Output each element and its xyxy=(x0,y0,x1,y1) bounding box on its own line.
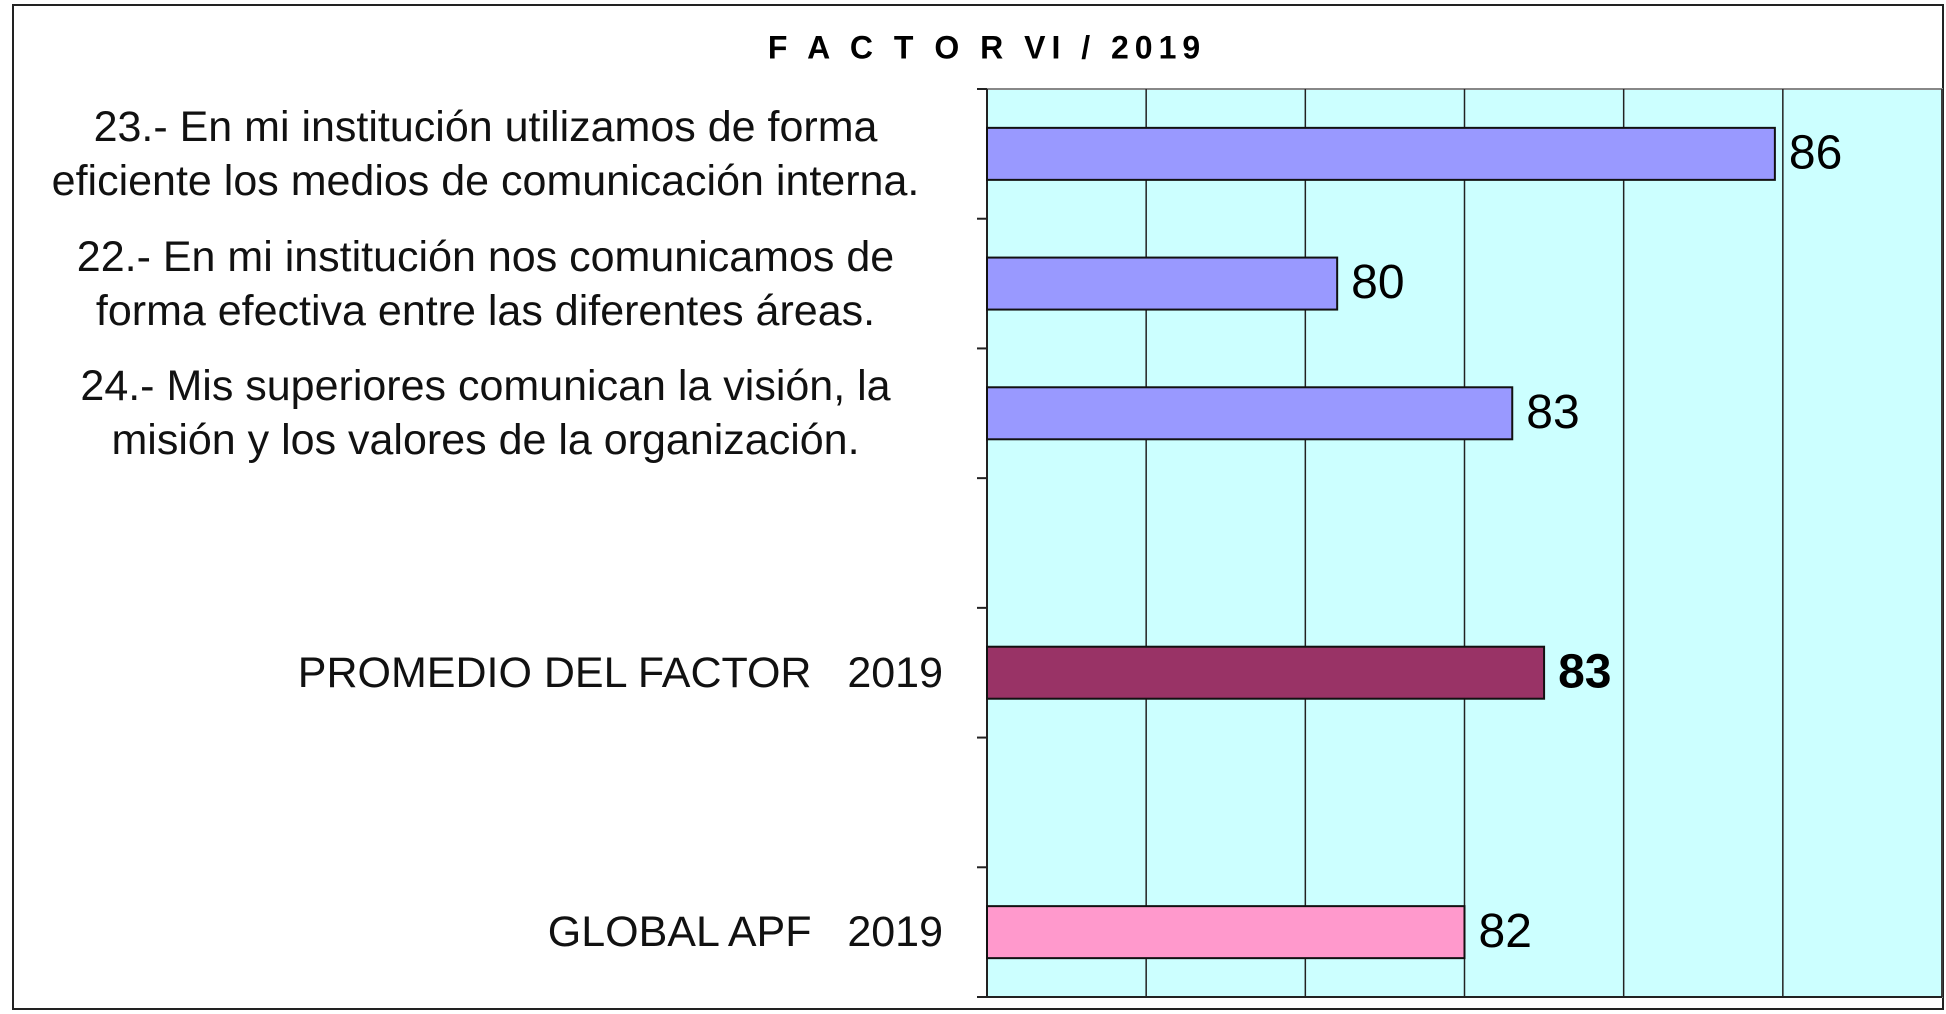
bar xyxy=(986,256,1339,311)
value-label: 80 xyxy=(1351,256,1404,309)
category-text: GLOBAL APF 2019 xyxy=(547,908,943,957)
bar xyxy=(986,386,1514,441)
category-text: 22.- En mi institución nos comunicamos d… xyxy=(76,232,907,335)
category-label: 23.- En mi institución utilizamos de for… xyxy=(28,81,943,227)
chart-title: F A C T O R VI / 2019 xyxy=(768,29,1206,65)
category-label: 24.- Mis superiores comunican la visión,… xyxy=(28,340,943,486)
category-label: GLOBAL APF 2019 xyxy=(28,859,943,1005)
value-label: 82 xyxy=(1479,905,1532,958)
bar xyxy=(986,645,1546,700)
value-label: 83 xyxy=(1526,386,1579,439)
category-text: 24.- Mis superiores comunican la visión,… xyxy=(80,362,903,465)
category-label: 22.- En mi institución nos comunicamos d… xyxy=(28,211,943,357)
bar xyxy=(986,905,1466,960)
value-label: 83 xyxy=(1558,645,1611,698)
bar xyxy=(986,126,1776,181)
value-label: 86 xyxy=(1789,127,1842,180)
category-text: PROMEDIO DEL FACTOR 2019 xyxy=(297,648,943,697)
category-label: PROMEDIO DEL FACTOR 2019 xyxy=(28,600,943,746)
category-text: 23.- En mi institución utilizamos de for… xyxy=(51,102,920,205)
